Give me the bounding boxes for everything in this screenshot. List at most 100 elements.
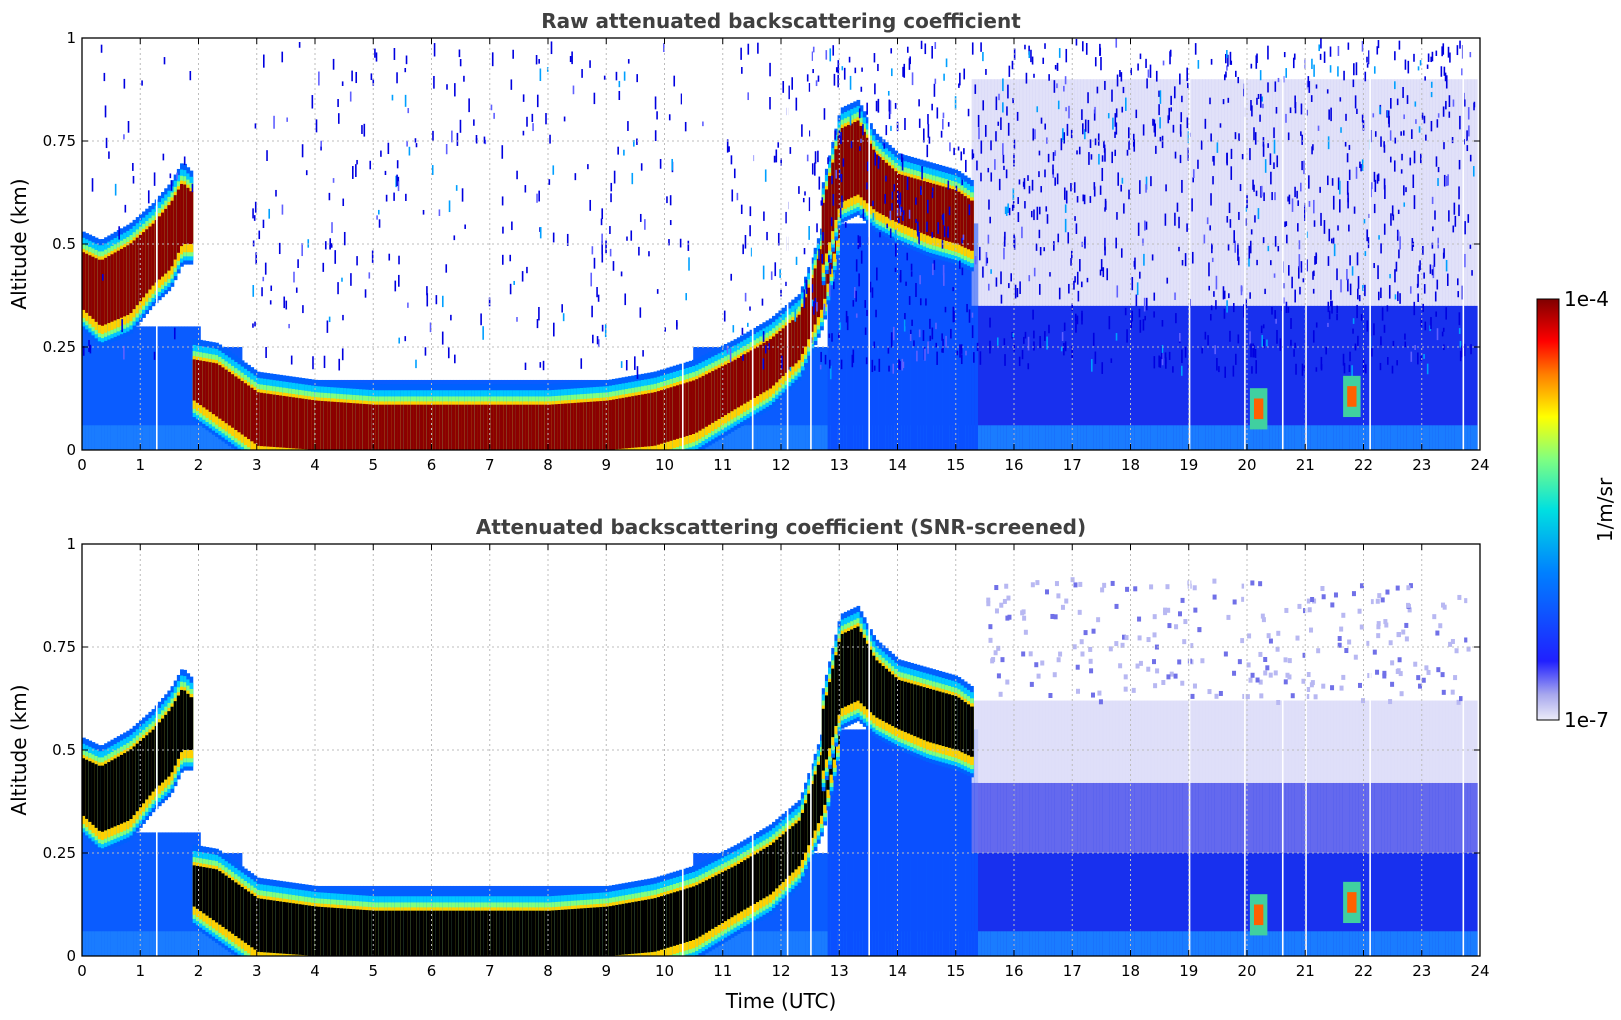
heat-cell — [1096, 79, 1100, 306]
heat-cell — [994, 700, 998, 783]
noise-speck — [1227, 244, 1230, 251]
noise-speck — [1008, 283, 1010, 289]
noise-speck — [984, 124, 987, 137]
layer-band — [621, 397, 626, 449]
layer-band — [180, 183, 184, 247]
noise-speck — [1325, 347, 1327, 355]
layer-band — [339, 402, 344, 450]
heat-cell — [974, 782, 979, 853]
noise-speck — [183, 156, 186, 166]
heat-cell — [1131, 305, 1136, 450]
heat-cell — [725, 425, 729, 450]
heat-cell — [1157, 305, 1161, 450]
heat-cell — [1442, 79, 1446, 306]
noise-speck — [1412, 174, 1415, 188]
noise-speck — [1287, 196, 1289, 202]
noise-speck — [1314, 256, 1316, 265]
heat-cell — [981, 782, 985, 853]
noise-speck — [255, 252, 258, 265]
noise-speck — [937, 222, 939, 234]
layer-band — [850, 123, 854, 198]
noise-speck — [890, 48, 893, 54]
heat-cell — [814, 347, 819, 450]
noise-speck — [931, 327, 934, 340]
heat-cell — [811, 425, 816, 450]
heat-cell — [1278, 425, 1283, 450]
noise-speck — [1315, 367, 1318, 372]
noise-speck — [995, 131, 997, 142]
noise-speck — [1064, 204, 1067, 213]
heat-cell — [782, 853, 787, 956]
layer-band — [847, 124, 851, 200]
noise-speck — [1271, 192, 1273, 201]
noise-speck — [935, 342, 938, 348]
heat-cell — [1074, 700, 1078, 783]
heat-cell — [1448, 425, 1452, 450]
heat-cell — [795, 853, 800, 956]
noise-speck — [536, 94, 539, 108]
heat-cell — [117, 931, 121, 956]
layer-band — [243, 383, 248, 437]
heat-cell — [1250, 79, 1254, 306]
layer-band — [387, 404, 392, 450]
noise-speck — [432, 130, 434, 141]
noise-speck — [941, 333, 943, 341]
noise-speck — [955, 185, 958, 191]
noise-speck — [384, 170, 387, 176]
noise-speck — [1033, 209, 1035, 221]
noise-speck — [173, 327, 176, 340]
noise-speck — [762, 358, 765, 370]
heat-cell — [210, 425, 214, 450]
layer-band — [679, 384, 684, 438]
noise-speck — [441, 295, 444, 308]
heat-cell — [1077, 305, 1081, 450]
layer-band — [663, 389, 668, 443]
noise-speck — [1241, 153, 1244, 160]
layer-band — [355, 403, 360, 450]
noise-speck — [866, 102, 868, 115]
heat-cell — [773, 931, 777, 956]
heat-cell — [1374, 305, 1379, 450]
noise-speck — [823, 108, 826, 120]
noise-speck — [1066, 123, 1069, 136]
noise-speck — [601, 324, 604, 332]
noise-speck — [1396, 360, 1398, 366]
noise-speck — [941, 214, 944, 220]
noise-speck — [524, 362, 527, 371]
heat-cell — [766, 425, 771, 450]
heat-cell — [1006, 782, 1011, 853]
noise-speck — [889, 100, 892, 115]
noise-speck — [1187, 82, 1189, 89]
noise-speck — [1162, 60, 1165, 66]
noise-speck — [1116, 212, 1118, 220]
heat-cell — [850, 729, 854, 956]
noise-speck — [1374, 131, 1377, 137]
noise-speck — [1332, 195, 1335, 210]
heat-cell — [779, 931, 784, 956]
heat-cell — [747, 425, 752, 450]
heat-cell — [162, 425, 166, 450]
noise-speck — [270, 285, 273, 291]
noise-speck — [1253, 127, 1255, 141]
noise-speck — [1443, 142, 1445, 150]
x-axis-raw: 0 1 2 3 4 5 6 7 8 9 10 11 12 13 14 15 16 17 18 19 20 21 22 23 24 — [77, 38, 1490, 474]
noise-speck — [680, 93, 683, 105]
noise-speck — [1042, 57, 1045, 64]
noise-speck — [262, 219, 265, 229]
noise-speck — [1092, 332, 1095, 346]
heat-cell — [1326, 425, 1331, 450]
noise-speck — [191, 183, 194, 193]
noise-speck — [1238, 133, 1240, 142]
noise-speck — [103, 72, 106, 82]
heat-cell — [107, 425, 112, 450]
heat-cell — [1403, 79, 1408, 306]
heat-cell — [1397, 425, 1401, 450]
noise-speck — [1270, 171, 1272, 185]
noise-speck — [1243, 304, 1245, 318]
noise-speck — [1391, 205, 1394, 216]
heat-cell — [152, 326, 156, 450]
noise-speck — [899, 206, 902, 216]
heat-cell — [1038, 79, 1043, 306]
heat-cell — [878, 729, 883, 956]
noise-speck — [597, 339, 600, 348]
